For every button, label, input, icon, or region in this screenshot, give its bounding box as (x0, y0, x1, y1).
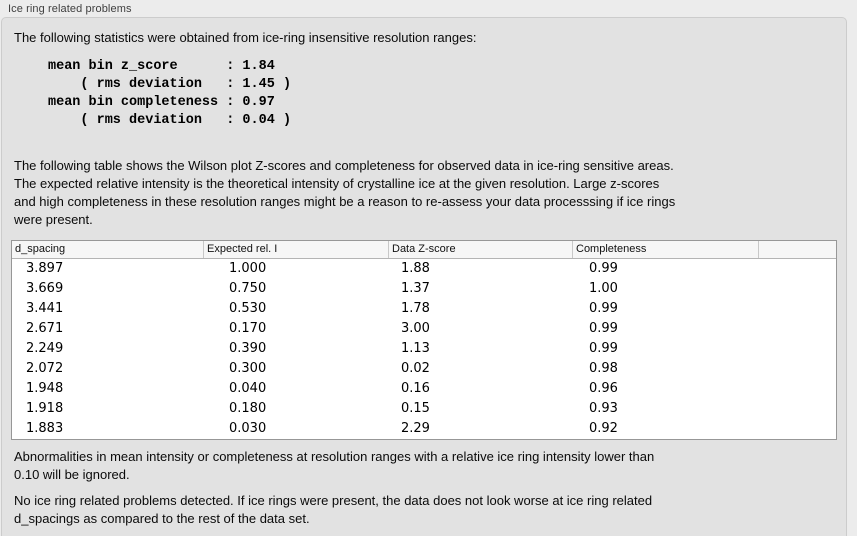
table-row[interactable]: 3.897 1.000 1.88 0.99 (12, 259, 836, 279)
groupbox-title: Ice ring related problems (8, 3, 132, 15)
column-header-empty[interactable] (758, 241, 836, 258)
table-cell: 0.040 (229, 381, 267, 396)
table-cell: 1.78 (401, 301, 430, 316)
table-cell: 0.99 (589, 261, 618, 276)
table-cell: 1.13 (401, 341, 430, 356)
ignore-note-text: Abnormalities in mean intensity or compl… (14, 449, 655, 482)
table-cell: 1.000 (229, 261, 267, 276)
table-cell: 0.02 (401, 361, 430, 376)
table-cell: 0.93 (589, 401, 618, 416)
table-cell: 0.030 (229, 421, 267, 436)
column-header-expected-rel-i[interactable]: Expected rel. I (203, 241, 388, 258)
table-cell-empty (758, 259, 836, 279)
table-row[interactable]: 2.249 0.390 1.13 0.99 (12, 339, 836, 359)
table-row[interactable]: 2.671 0.170 3.00 0.99 (12, 319, 836, 339)
table-cell: 0.750 (229, 281, 267, 296)
table-cell: 0.98 (589, 361, 618, 376)
table-cell: 0.15 (401, 401, 430, 416)
table-cell-empty (758, 419, 836, 439)
column-header-d-spacing[interactable]: d_spacing (15, 243, 66, 255)
table-cell: 0.99 (589, 341, 618, 356)
conclusion-text: No ice ring related problems detected. I… (14, 493, 653, 526)
table-body: 3.897 1.000 1.88 0.99 3.669 0.750 1.37 1.00 3.44… (12, 259, 836, 439)
table-cell: 3.669 (26, 281, 64, 296)
column-header-completeness[interactable]: Completeness (572, 241, 758, 258)
table-cell: 0.16 (401, 381, 430, 396)
table-cell: 3.00 (401, 321, 430, 336)
table-cell: 2.29 (401, 421, 430, 436)
table-cell: 0.96 (589, 381, 618, 396)
table-row[interactable]: 3.669 0.750 1.37 1.00 (12, 279, 836, 299)
table-row[interactable]: 1.918 0.180 0.15 0.93 (12, 399, 836, 419)
table-cell: 0.300 (229, 361, 267, 376)
stats-intro-text: The following statistics were obtained f… (14, 30, 477, 45)
table-cell: 1.00 (589, 281, 618, 296)
table-cell: 2.072 (26, 361, 64, 376)
table-cell: 3.897 (26, 261, 64, 276)
table-header-row: d_spacing Expected rel. I Data Z-score Comp… (12, 241, 836, 259)
table-cell-empty (758, 319, 836, 339)
table-cell: 1.948 (26, 381, 64, 396)
table-cell: 0.99 (589, 321, 618, 336)
table-cell: 1.88 (401, 261, 430, 276)
table-cell: 0.530 (229, 301, 267, 316)
table-cell-empty (758, 279, 836, 299)
table-cell-empty (758, 399, 836, 419)
table-row[interactable]: 1.948 0.040 0.16 0.96 (12, 379, 836, 399)
table-cell: 0.99 (589, 301, 618, 316)
table-cell-empty (758, 379, 836, 399)
table-cell: 1.37 (401, 281, 430, 296)
table-description-text: The following table shows the Wilson plo… (14, 158, 676, 227)
table-cell-empty (758, 339, 836, 359)
stats-block: mean bin z_score : 1.84 ( rms deviation … (48, 59, 292, 128)
table-row[interactable]: 2.072 0.300 0.02 0.98 (12, 359, 836, 379)
table-cell: 2.249 (26, 341, 64, 356)
table-cell: 0.180 (229, 401, 267, 416)
table-row[interactable]: 3.441 0.530 1.78 0.99 (12, 299, 836, 319)
table-cell: 2.671 (26, 321, 64, 336)
table-cell: 0.390 (229, 341, 267, 356)
column-header-data-z-score[interactable]: Data Z-score (388, 241, 572, 258)
table-cell: 1.883 (26, 421, 64, 436)
groupbox: The following statistics were obtained f… (1, 17, 847, 536)
table-row[interactable]: 1.883 0.030 2.29 0.92 (12, 419, 836, 439)
ice-ring-table: d_spacing Expected rel. I Data Z-score Comp… (11, 240, 837, 440)
table-cell-empty (758, 359, 836, 379)
table-cell: 1.918 (26, 401, 64, 416)
table-cell: 0.170 (229, 321, 267, 336)
table-cell: 3.441 (26, 301, 64, 316)
table-cell: 0.92 (589, 421, 618, 436)
table-cell-empty (758, 299, 836, 319)
